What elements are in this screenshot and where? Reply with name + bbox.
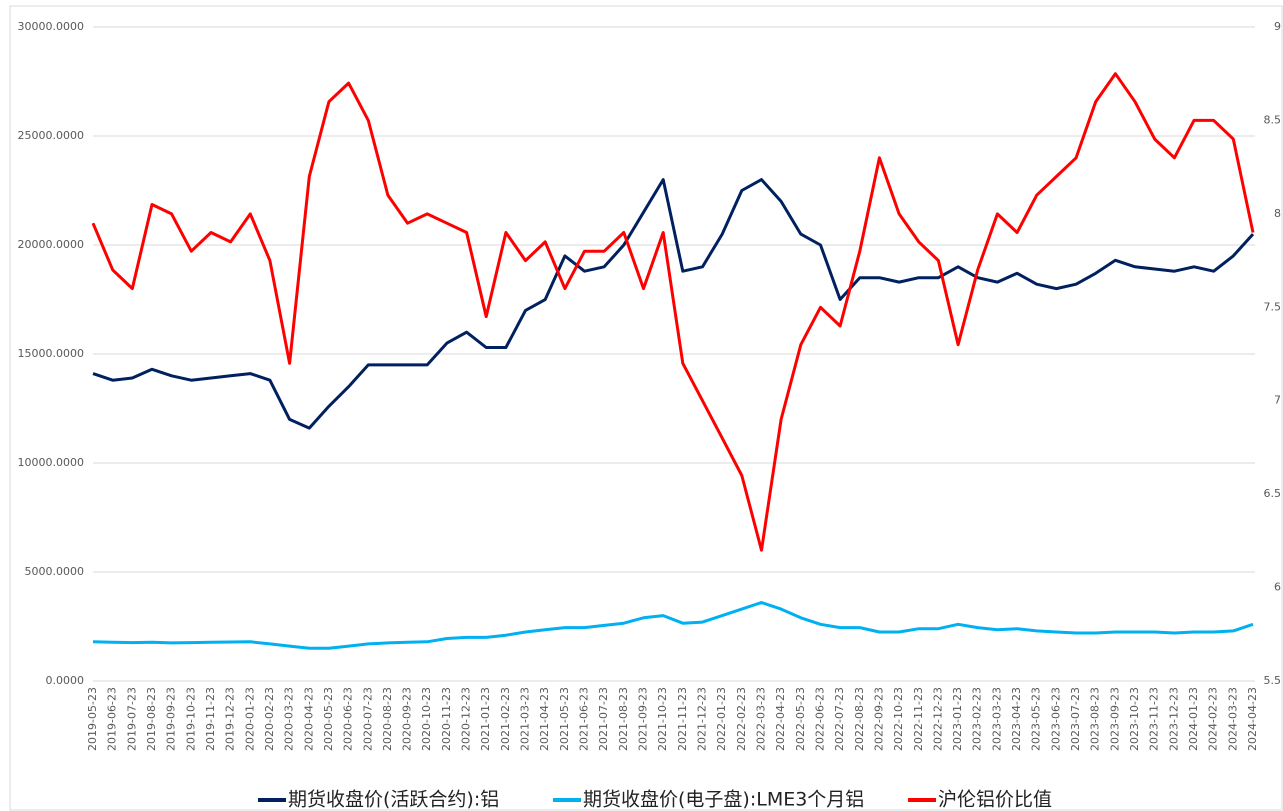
x-tick-label: 2020-12-23	[460, 687, 473, 751]
x-tick-label: 2021-04-23	[538, 687, 551, 751]
x-tick-label: 2024-04-23	[1246, 687, 1259, 751]
y2-tick-label: 7	[1274, 394, 1281, 407]
x-tick-label: 2021-03-23	[519, 687, 532, 751]
x-tick-label: 2023-09-23	[1108, 687, 1121, 751]
x-tick-label: 2023-02-23	[971, 687, 984, 751]
x-tick-label: 2023-11-23	[1148, 687, 1161, 751]
x-tick-label: 2021-01-23	[479, 687, 492, 751]
x-tick-label: 2019-07-23	[125, 687, 138, 751]
x-tick-label: 2023-04-23	[1010, 687, 1023, 751]
y-tick-label: 15000.0000	[18, 347, 84, 360]
x-tick-label: 2020-11-23	[440, 687, 453, 751]
x-tick-label: 2021-09-23	[637, 687, 650, 751]
y2-tick-label: 8	[1274, 207, 1281, 220]
y2-tick-label: 7.5	[1264, 300, 1282, 313]
x-tick-label: 2021-08-23	[617, 687, 630, 751]
x-tick-label: 2022-06-23	[813, 687, 826, 751]
y-tick-label: 20000.0000	[18, 238, 84, 251]
legend-text: 沪伦铝价比值	[938, 789, 1052, 811]
x-tick-label: 2020-05-23	[322, 687, 335, 751]
x-tick-label: 2020-09-23	[401, 687, 414, 751]
x-tick-label: 2021-10-23	[656, 687, 669, 751]
y-tick-label: 25000.0000	[18, 129, 84, 142]
x-tick-label: 2022-05-23	[794, 687, 807, 751]
legend-text: 期货收盘价(活跃合约):铝	[288, 789, 499, 811]
x-tick-label: 2022-01-23	[715, 687, 728, 751]
legend-text: 期货收盘价(电子盘):LME3个月铝	[583, 789, 864, 811]
x-tick-label: 2023-10-23	[1128, 687, 1141, 751]
x-tick-label: 2022-07-23	[833, 687, 846, 751]
x-tick-label: 2021-02-23	[499, 687, 512, 751]
x-tick-label: 2020-04-23	[302, 687, 315, 751]
x-tick-label: 2020-07-23	[361, 687, 374, 751]
x-tick-label: 2022-10-23	[892, 687, 905, 751]
y2-tick-label: 8.5	[1264, 113, 1282, 126]
x-tick-label: 2019-05-23	[86, 687, 99, 751]
y-tick-label: 30000.0000	[18, 20, 84, 33]
x-tick-label: 2022-02-23	[735, 687, 748, 751]
x-tick-label: 2021-11-23	[676, 687, 689, 751]
x-tick-label: 2024-01-23	[1187, 687, 1200, 751]
y-tick-label: 5000.0000	[25, 565, 85, 578]
x-tick-label: 2022-12-23	[931, 687, 944, 751]
x-tick-label: 2023-03-23	[990, 687, 1003, 751]
chart-frame	[9, 5, 1283, 811]
x-tick-label: 2024-03-23	[1226, 687, 1239, 751]
x-tick-label: 2023-12-23	[1167, 687, 1180, 751]
x-tick-label: 2020-06-23	[342, 687, 355, 751]
x-tick-label: 2019-08-23	[145, 687, 158, 751]
x-tick-label: 2023-05-23	[1030, 687, 1043, 751]
y2-tick-label: 6	[1274, 581, 1281, 594]
x-tick-label: 2019-12-23	[224, 687, 237, 751]
x-tick-label: 2020-10-23	[420, 687, 433, 751]
x-tick-label: 2023-06-23	[1049, 687, 1062, 751]
x-tick-label: 2019-10-23	[184, 687, 197, 751]
x-tick-label: 2023-01-23	[951, 687, 964, 751]
x-tick-label: 2019-06-23	[106, 687, 119, 751]
x-tick-label: 2019-11-23	[204, 687, 217, 751]
x-tick-label: 2022-08-23	[853, 687, 866, 751]
x-tick-label: 2021-07-23	[597, 687, 610, 751]
x-tick-label: 2023-08-23	[1089, 687, 1102, 751]
x-tick-label: 2021-06-23	[578, 687, 591, 751]
y2-tick-label: 9	[1274, 20, 1281, 33]
x-tick-label: 2020-02-23	[263, 687, 276, 751]
x-tick-label: 2022-04-23	[774, 687, 787, 751]
x-tick-label: 2020-01-23	[243, 687, 256, 751]
x-tick-label: 2022-03-23	[754, 687, 767, 751]
y2-tick-label: 6.5	[1264, 487, 1282, 500]
series-line	[92, 601, 1254, 650]
x-tick-label: 2020-08-23	[381, 687, 394, 751]
series-line	[92, 178, 1255, 430]
y-tick-label: 10000.0000	[18, 456, 84, 469]
x-tick-label: 2022-09-23	[872, 687, 885, 751]
series-line	[91, 72, 1255, 552]
y2-tick-label: 5.5	[1264, 674, 1282, 687]
x-tick-label: 2021-05-23	[558, 687, 571, 751]
y-tick-label: 0.0000	[46, 674, 85, 687]
x-tick-label: 2020-03-23	[283, 687, 296, 751]
x-tick-label: 2022-11-23	[912, 687, 925, 751]
x-tick-label: 2021-12-23	[695, 687, 708, 751]
x-tick-label: 2019-09-23	[165, 687, 178, 751]
x-tick-label: 2024-02-23	[1207, 687, 1220, 751]
x-tick-label: 2023-07-23	[1069, 687, 1082, 751]
